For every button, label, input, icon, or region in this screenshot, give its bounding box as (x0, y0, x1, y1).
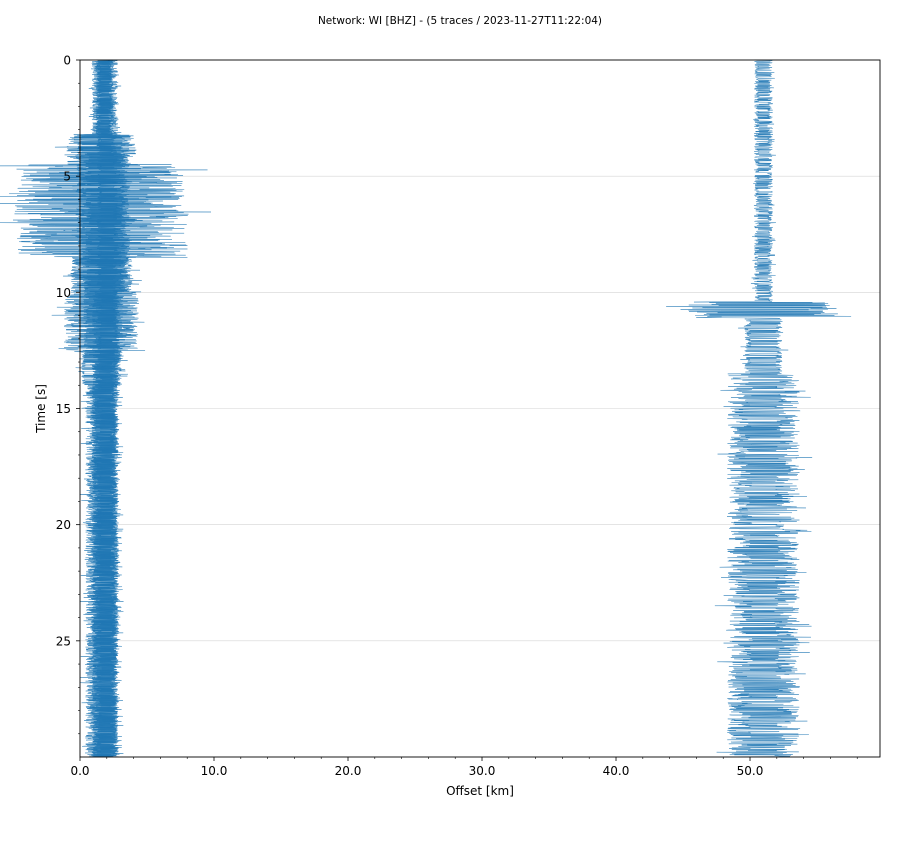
y-axis-ticks: 0 5 10 15 20 25 (56, 54, 80, 735)
x-tick-label: 20.0 (335, 764, 362, 778)
y-tick-label: 10 (56, 286, 71, 300)
x-tick-label: 40.0 (603, 764, 630, 778)
x-tick-label: 50.0 (737, 764, 764, 778)
y-tick-label: 15 (56, 402, 71, 416)
y-tick-label: 25 (56, 634, 71, 648)
x-axis-ticks: 0.0 10.0 20.0 30.0 40.0 50.0 (70, 757, 858, 778)
x-axis-label: Offset [km] (446, 784, 514, 798)
y-tick-label: 20 (56, 518, 71, 532)
y-tick-label: 5 (63, 170, 71, 184)
y-axis-label: Time [s] (34, 384, 48, 434)
seismic-trace (93, 59, 122, 758)
y-tick-label: 0 (63, 54, 71, 68)
chart-title: Network: WI [BHZ] - (5 traces / 2023-11-… (318, 15, 602, 27)
seismic-trace (666, 59, 852, 758)
x-tick-label: 10.0 (201, 764, 228, 778)
trace-layer (0, 59, 852, 758)
x-tick-label: 30.0 (469, 764, 496, 778)
x-tick-label: 0.0 (70, 764, 89, 778)
